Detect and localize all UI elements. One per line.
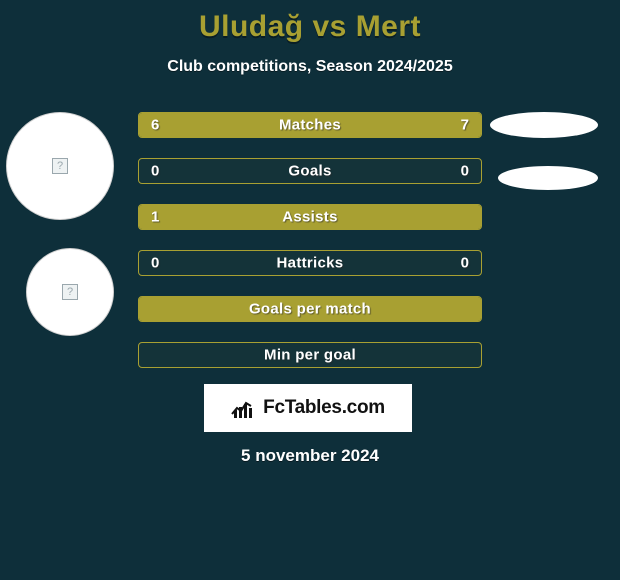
stat-value-a: 0 xyxy=(151,255,159,272)
bar-fill-left xyxy=(139,113,296,137)
stat-label: Hattricks xyxy=(139,255,481,272)
stat-bar: Hattricks0 0 xyxy=(138,250,482,276)
stat-bar: Goals per match xyxy=(138,296,482,322)
placeholder-icon: ? xyxy=(62,284,78,300)
stat-bar: Matches67 xyxy=(138,112,482,138)
comparison-stage: ? ? Matches67Goals00Assists1Hattricks00G… xyxy=(0,76,620,576)
snapshot-date: 5 november 2024 xyxy=(0,446,620,466)
stat-value-b: 0 xyxy=(461,163,469,180)
stat-bar: Assists1 xyxy=(138,204,482,230)
bar-fill xyxy=(139,205,481,229)
player-b-name: Mert xyxy=(356,10,421,43)
fctables-logo: FcTables.com xyxy=(204,384,412,432)
bar-fill-right xyxy=(296,113,481,137)
vs-word: vs xyxy=(312,10,346,43)
stat-bars: Matches67Goals00Assists1Hattricks00Goals… xyxy=(138,112,482,388)
stat-label: Min per goal xyxy=(139,347,481,364)
competition-subtitle: Club competitions, Season 2024/2025 xyxy=(0,58,620,76)
team-a-badge xyxy=(490,112,598,138)
player-a-avatar: ? xyxy=(6,112,114,220)
chart-icon xyxy=(231,398,255,418)
stat-value-a: 0 xyxy=(151,163,159,180)
bar-fill xyxy=(139,297,481,321)
logo-text: FcTables.com xyxy=(263,397,385,419)
stat-bar: Goals0 0 xyxy=(138,158,482,184)
stat-label: Goals xyxy=(139,163,481,180)
stat-bar: Min per goal xyxy=(138,342,482,368)
stat-value-b: 0 xyxy=(461,255,469,272)
page-title: Uludağ vs Mert xyxy=(0,0,620,44)
placeholder-icon: ? xyxy=(52,158,68,174)
team-b-badge xyxy=(498,166,598,190)
player-a-name: Uludağ xyxy=(199,10,304,43)
player-b-avatar: ? xyxy=(26,248,114,336)
